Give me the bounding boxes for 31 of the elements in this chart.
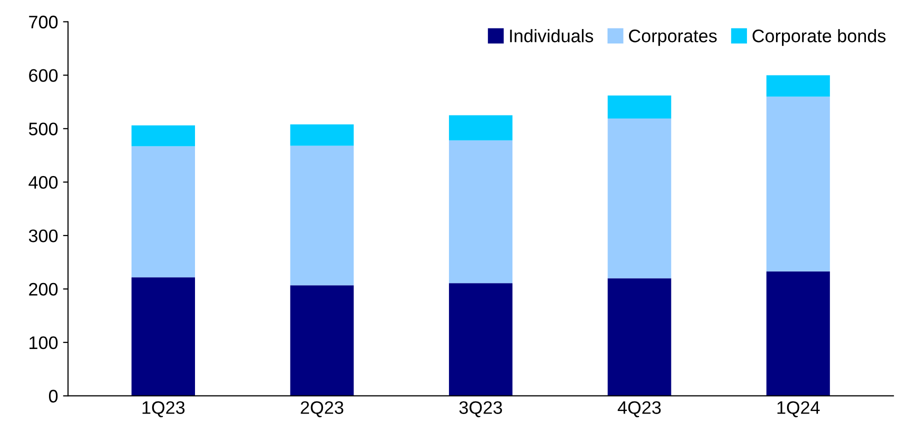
x-tick-label: 1Q24	[777, 401, 820, 418]
y-tick-label: 100	[30, 336, 58, 350]
x-tick-label: 1Q23	[142, 401, 185, 418]
legend-label: Corporate bonds	[752, 29, 886, 46]
bar	[766, 75, 830, 97]
bar	[608, 96, 672, 118]
bar	[132, 125, 196, 146]
bar	[290, 285, 354, 396]
bar	[448, 115, 512, 140]
y-tick-label: 700	[29, 16, 58, 28]
y-tick-label: 0	[48, 390, 58, 403]
legend-label: Individuals	[510, 29, 594, 42]
bar	[608, 118, 672, 278]
bar	[290, 146, 354, 286]
bar	[608, 278, 672, 396]
y-tick-label: 300	[28, 229, 58, 242]
x-tick-label: 3Q23	[459, 401, 502, 418]
y-tick-label: 600	[29, 69, 58, 82]
y-tick-label: 500	[28, 122, 58, 136]
bar	[766, 96, 830, 272]
bar	[448, 283, 512, 396]
x-tick-label: 2Q23	[300, 401, 344, 418]
bar	[132, 146, 196, 278]
bar	[290, 124, 354, 146]
x-tick-label: 4Q23	[618, 401, 661, 418]
bar	[132, 277, 196, 396]
legend-label: Corporates	[628, 30, 717, 46]
y-tick-label: 200	[29, 282, 58, 296]
y-tick-label: 400	[28, 176, 58, 189]
bar	[766, 271, 830, 396]
bar	[448, 140, 512, 284]
